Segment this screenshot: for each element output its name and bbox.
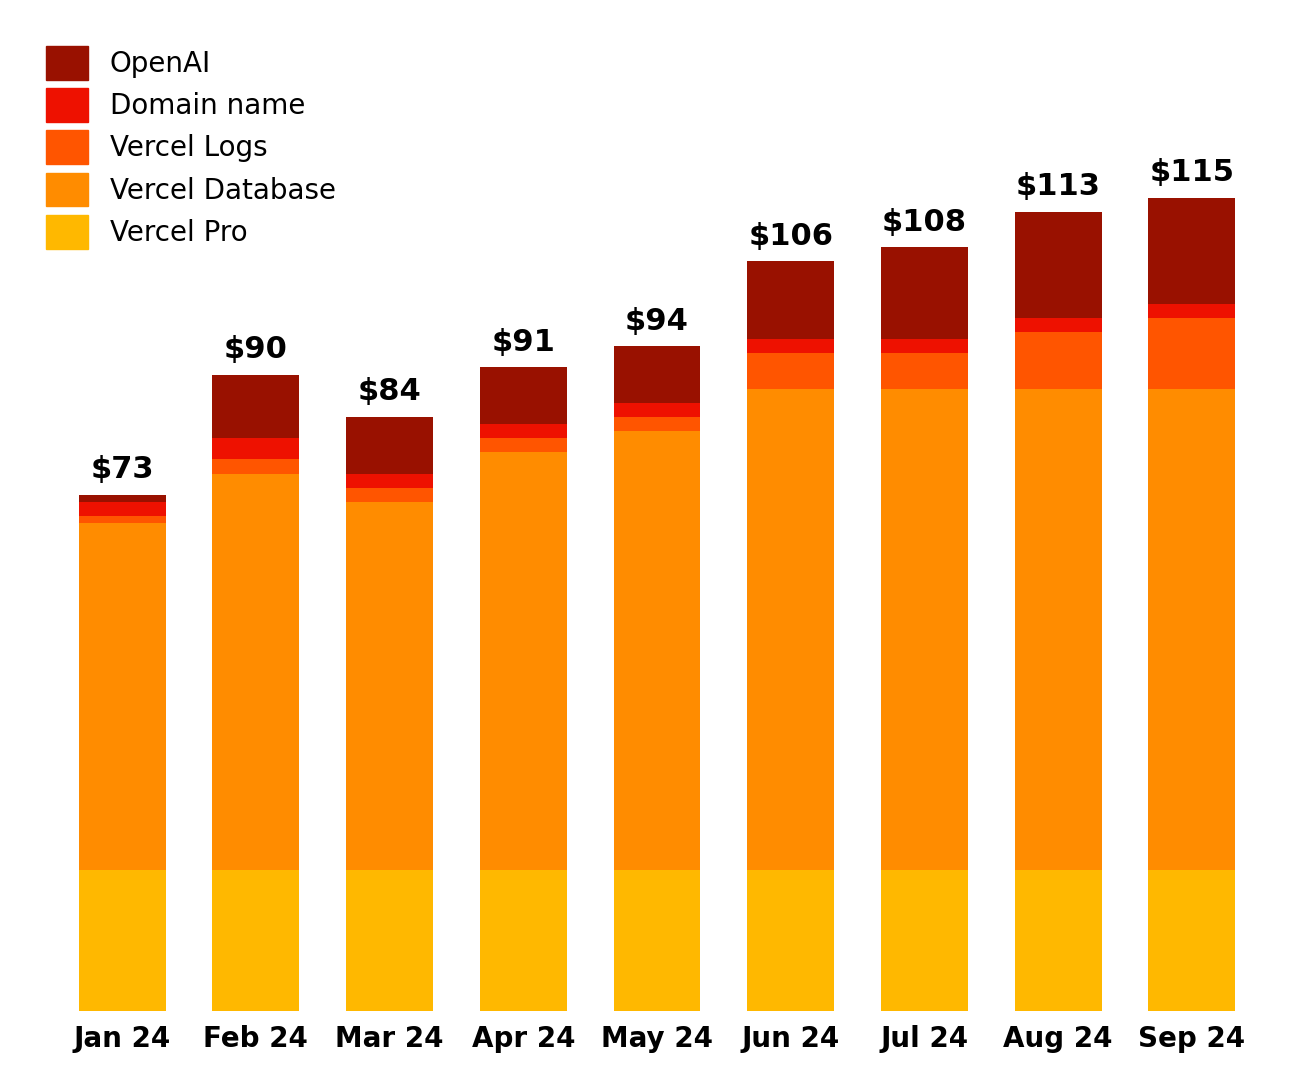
Bar — [880, 870, 968, 1012]
Bar — [79, 495, 166, 502]
Bar — [614, 417, 700, 431]
Bar — [1014, 318, 1101, 332]
Text: $115: $115 — [1150, 158, 1234, 187]
Bar — [213, 870, 300, 1012]
Bar — [213, 438, 300, 460]
Bar — [346, 474, 434, 488]
Bar — [79, 516, 166, 523]
Bar — [880, 247, 968, 339]
Bar — [346, 488, 434, 502]
Bar — [614, 346, 700, 403]
Bar — [1014, 332, 1101, 389]
Bar — [880, 353, 968, 389]
Bar — [748, 870, 834, 1012]
Bar — [1148, 389, 1235, 870]
Bar — [748, 261, 834, 339]
Bar — [614, 403, 700, 417]
Text: $94: $94 — [625, 307, 689, 336]
Bar — [1148, 318, 1235, 389]
Legend: OpenAI, Domain name, Vercel Logs, Vercel Database, Vercel Pro: OpenAI, Domain name, Vercel Logs, Vercel… — [34, 34, 347, 260]
Bar — [1014, 870, 1101, 1012]
Bar — [614, 431, 700, 870]
Bar — [480, 424, 566, 438]
Bar — [213, 474, 300, 870]
Bar — [880, 339, 968, 353]
Bar — [1148, 304, 1235, 318]
Bar — [79, 870, 166, 1012]
Bar — [1148, 870, 1235, 1012]
Text: $91: $91 — [491, 328, 556, 357]
Text: $90: $90 — [223, 335, 288, 364]
Bar — [480, 438, 566, 452]
Bar — [213, 375, 300, 438]
Text: $108: $108 — [882, 207, 967, 236]
Bar — [748, 389, 834, 870]
Bar — [79, 523, 166, 870]
Bar — [213, 460, 300, 474]
Bar — [1014, 389, 1101, 870]
Text: $106: $106 — [748, 221, 833, 250]
Bar — [480, 452, 566, 870]
Bar — [1148, 198, 1235, 304]
Bar — [748, 353, 834, 389]
Bar — [748, 339, 834, 353]
Text: $84: $84 — [357, 377, 422, 406]
Bar — [79, 502, 166, 516]
Bar — [1014, 212, 1101, 318]
Bar — [346, 417, 434, 474]
Bar — [480, 870, 566, 1012]
Bar — [346, 502, 434, 870]
Bar — [346, 870, 434, 1012]
Bar — [614, 870, 700, 1012]
Bar — [480, 367, 566, 424]
Bar — [880, 389, 968, 870]
Text: $73: $73 — [91, 455, 154, 484]
Text: $113: $113 — [1016, 172, 1101, 201]
